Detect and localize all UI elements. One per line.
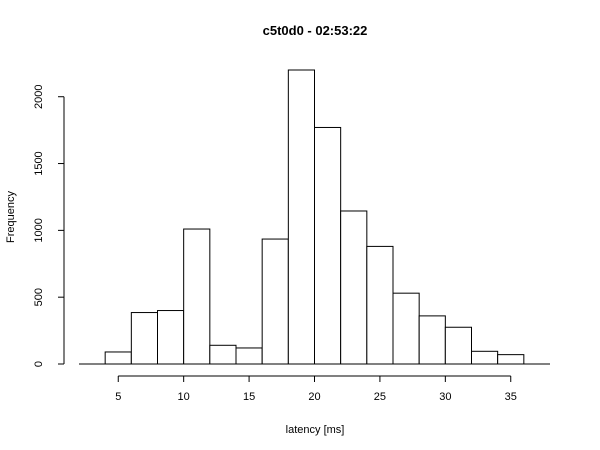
histogram-bar-6: [235, 347, 263, 365]
histogram-bar-15: [471, 350, 499, 365]
histogram-bar-1: [104, 351, 132, 365]
x-axis-label: latency [ms]: [286, 424, 345, 436]
y-axis: 0 500 1000 1500 2000: [33, 84, 65, 367]
histogram-bar-8: [287, 69, 316, 365]
x-tick-label-20: 20: [308, 391, 320, 403]
histogram-bar-14: [444, 326, 473, 365]
histogram-bar-11: [366, 245, 394, 365]
histogram-bar-3: [157, 310, 185, 365]
x-tick-label-30: 30: [439, 391, 451, 403]
x-tick-label-35: 35: [505, 391, 517, 403]
chart-title: c5t0d0 - 02:53:22: [263, 23, 368, 38]
x-tick-label-5: 5: [115, 391, 121, 403]
histogram-bar-4: [183, 228, 211, 365]
y-axis-label: Frequency: [5, 191, 17, 243]
bars-group: [79, 69, 550, 365]
y-tick-label-1000: 1000: [33, 218, 45, 242]
histogram-bar-10: [340, 210, 368, 365]
x-tick-label-10: 10: [178, 391, 190, 403]
histogram-bar-9: [314, 126, 342, 365]
histogram-bar-12: [392, 292, 420, 365]
histogram-bar-16: [497, 354, 525, 365]
histogram-bar-7: [261, 238, 289, 365]
x-tick-label-15: 15: [243, 391, 255, 403]
y-tick-label-2000: 2000: [33, 84, 45, 108]
histogram-bar-13: [418, 315, 446, 365]
histogram-bar-5: [209, 344, 237, 365]
y-tick-label-500: 500: [33, 288, 45, 306]
x-axis: 5 10 15 20 25 30 35: [115, 375, 517, 403]
x-tick-label-25: 25: [374, 391, 386, 403]
histogram-bar-2: [130, 312, 158, 365]
y-tick-label-1500: 1500: [33, 151, 45, 175]
y-tick-label-0: 0: [33, 361, 45, 367]
